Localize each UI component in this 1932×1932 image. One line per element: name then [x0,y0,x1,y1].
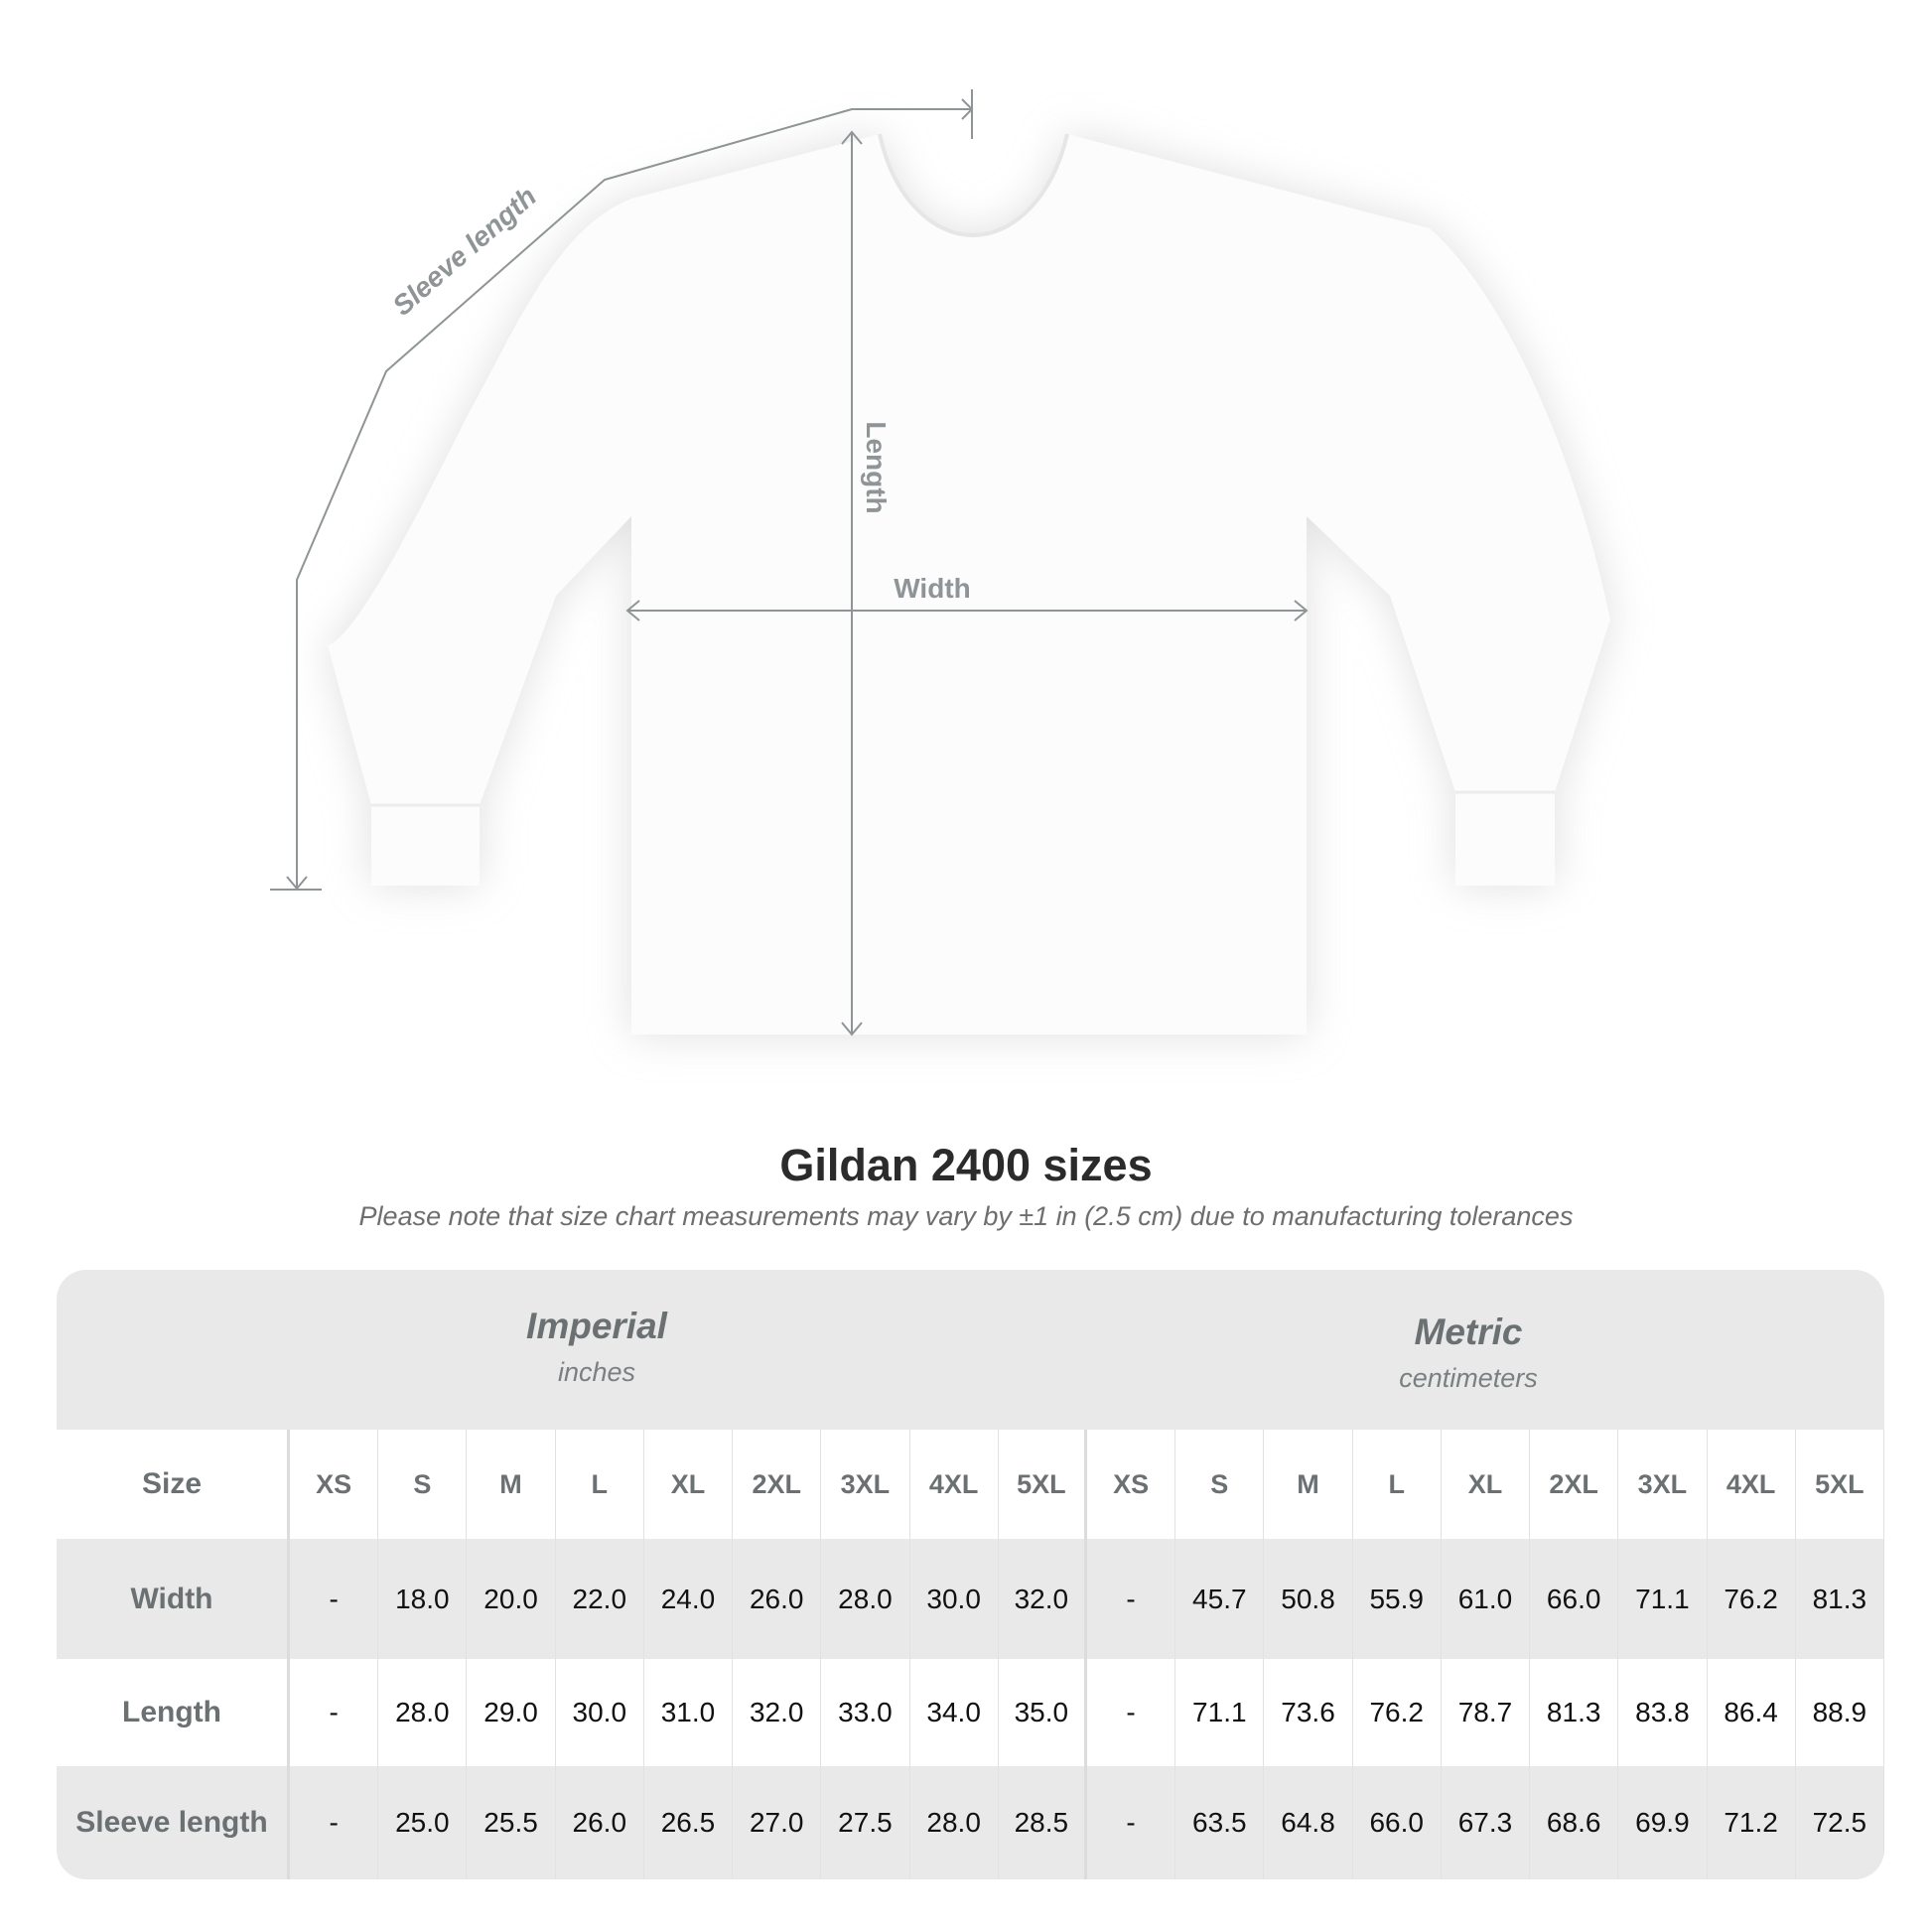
value-cell: 78.7 [1442,1659,1531,1766]
arrowhead-icon [625,600,1309,621]
size-header-cell: XS [1087,1430,1176,1539]
value-cell: 27.5 [821,1766,910,1879]
value-cell: - [290,1659,379,1766]
metric-unit: centimeters [1399,1363,1538,1393]
value-cell: 22.0 [556,1539,644,1659]
size-header-cell: 2XL [733,1430,822,1539]
imperial-unit: inches [557,1357,636,1387]
size-header-cell: 3XL [821,1430,910,1539]
value-cell: 28.0 [821,1539,910,1659]
row-label: Width [57,1539,290,1659]
size-header-cell: 3XL [1618,1430,1708,1539]
value-cell: 63.5 [1175,1766,1265,1879]
sleeve-length-line [296,108,972,889]
value-cell: 28.0 [378,1659,468,1766]
value-cell: 45.7 [1175,1539,1265,1659]
value-cell: 76.2 [1708,1539,1796,1659]
value-cell: 55.9 [1353,1539,1442,1659]
value-cell: 25.5 [467,1766,556,1879]
value-cell: 86.4 [1708,1659,1796,1766]
value-cell: 24.0 [644,1539,734,1659]
value-cell: 28.5 [999,1766,1087,1879]
size-header-row: Size XS S M L XL 2XL 3XL 4XL 5XL XS S M L XL 2XL 3XL 4XL… [57,1430,1884,1539]
value-cell: 72.5 [1796,1766,1884,1879]
value-cell: 30.0 [556,1659,644,1766]
value-cell: 34.0 [910,1659,999,1766]
size-table: Imperial inches Metric centimeters Size … [57,1270,1884,1879]
row-label: Length [57,1659,290,1766]
value-cell: 28.0 [910,1766,999,1879]
size-header-cell: L [556,1430,644,1539]
arrowhead-icon [841,130,863,1036]
value-cell: 64.8 [1264,1766,1353,1879]
unit-header-band: Imperial inches Metric centimeters [57,1270,1884,1430]
size-header-cell: M [467,1430,556,1539]
row-label: Sleeve length [57,1766,290,1879]
value-cell: 50.8 [1264,1539,1353,1659]
value-cell: 68.6 [1530,1766,1619,1879]
value-cell: - [1087,1659,1176,1766]
value-cell: 67.3 [1442,1766,1531,1879]
value-cell: 83.8 [1618,1659,1708,1766]
value-cell: 33.0 [821,1659,910,1766]
value-cell: 35.0 [999,1659,1087,1766]
size-header-cell: 4XL [1708,1430,1796,1539]
tolerance-note: Please note that size chart measurements… [358,1201,1574,1231]
value-cell: 25.0 [378,1766,468,1879]
size-header-cell: 5XL [999,1430,1087,1539]
value-cell: 31.0 [644,1659,734,1766]
value-cell: 73.6 [1264,1659,1353,1766]
value-cell: 76.2 [1353,1659,1442,1766]
size-header-cell: XL [1442,1430,1531,1539]
value-cell: - [1087,1766,1176,1879]
table-row: Length -28.0 29.0 30.0 31.0 32.0 33.0 34.0 35.0-… [57,1659,1884,1766]
value-cell: 71.1 [1618,1539,1708,1659]
value-cell: - [290,1539,379,1659]
shirt-illustration [328,133,1610,1035]
table-row: Sleeve length -25.0 25.5 26.0 26.5 27.0 27.5 28… [57,1766,1884,1879]
table-row: Width -18.0 20.0 22.0 24.0 26.0 28.0 30.0 32.0-4… [57,1539,1884,1659]
shirt-diagram: Sleeve length Length Width [270,89,1610,1036]
value-cell: 26.0 [556,1766,644,1879]
size-label: Size [57,1430,290,1539]
value-cell: 81.3 [1796,1539,1884,1659]
metric-title: Metric [1414,1311,1523,1352]
size-header-cell: 2XL [1530,1430,1619,1539]
value-cell: 81.3 [1530,1659,1619,1766]
size-header-cell: XS [290,1430,379,1539]
value-cell: 61.0 [1442,1539,1531,1659]
value-cell: 29.0 [467,1659,556,1766]
value-cell: 26.0 [733,1539,822,1659]
value-cell: 27.0 [733,1766,822,1879]
size-header-cell: L [1353,1430,1442,1539]
value-cell: 71.2 [1708,1766,1796,1879]
value-cell: 26.5 [644,1766,734,1879]
size-header-cell: S [1175,1430,1265,1539]
value-cell: 32.0 [733,1659,822,1766]
size-header-cell: 5XL [1796,1430,1884,1539]
value-cell: - [1087,1539,1176,1659]
value-cell: 18.0 [378,1539,468,1659]
width-label: Width [894,573,971,604]
value-cell: 20.0 [467,1539,556,1659]
value-cell: 66.0 [1353,1766,1442,1879]
value-cell: 66.0 [1530,1539,1619,1659]
length-label: Length [861,421,892,513]
value-cell: 71.1 [1175,1659,1265,1766]
value-cell: 30.0 [910,1539,999,1659]
size-header-cell: M [1264,1430,1353,1539]
sleeve-length-label: Sleeve length [386,181,542,322]
imperial-header: Imperial inches [348,1306,845,1388]
value-cell: 69.9 [1618,1766,1708,1879]
size-header-cell: 4XL [910,1430,999,1539]
value-cell: 88.9 [1796,1659,1884,1766]
page-title: Gildan 2400 sizes [779,1140,1153,1190]
size-header-cell: XL [644,1430,734,1539]
value-cell: 32.0 [999,1539,1087,1659]
imperial-title: Imperial [526,1306,667,1346]
metric-header: Metric centimeters [1220,1311,1717,1394]
value-cell: - [290,1766,379,1879]
size-header-cell: S [378,1430,468,1539]
